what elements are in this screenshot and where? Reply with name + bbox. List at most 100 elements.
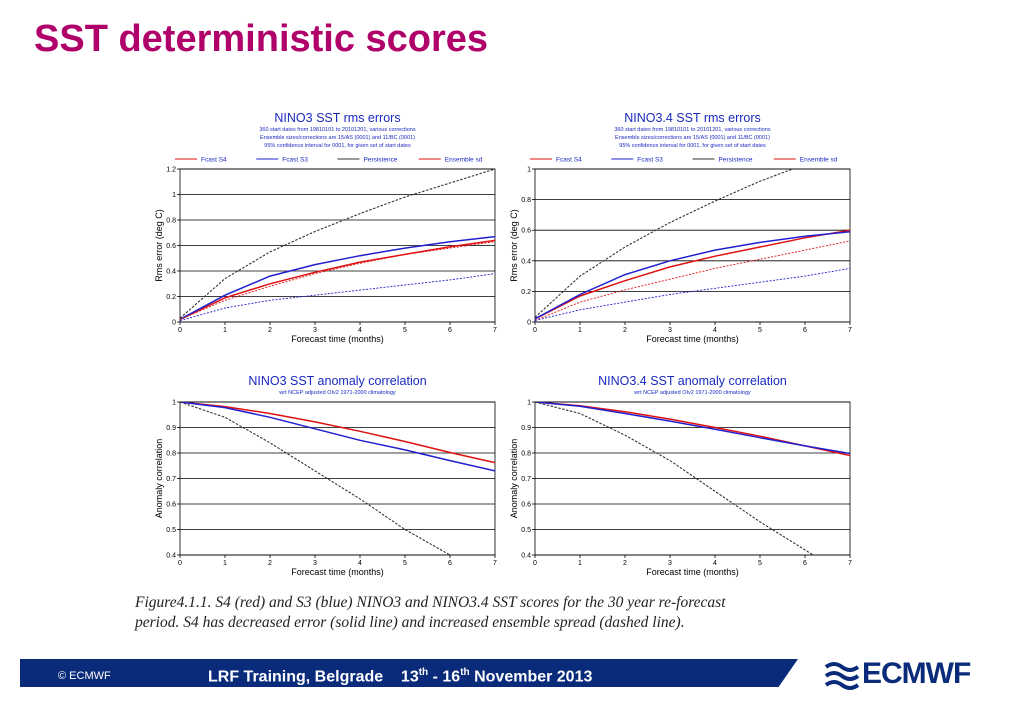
x-axis-label: Forecast time (months) (646, 334, 739, 344)
y-axis-label: Anomaly correlation (154, 439, 164, 519)
chart-subtitle: wrt NCEP adjusted OIv2 1971-2000 climato… (633, 390, 751, 396)
ecmwf-logo-text: ECMWF (862, 657, 971, 690)
footer-day1: 13 (400, 668, 419, 686)
series-line (535, 402, 850, 457)
legend-entry: Fcast S4 (556, 157, 582, 164)
ecmwf-logo-icon (824, 662, 860, 690)
y-tick-label: 0.2 (166, 294, 176, 301)
chart-nino34-rms: NINO3.4 SST rms errors 360 start dates fr… (505, 107, 860, 352)
chart-subtitle: 95% confidence interval for 0001, for gi… (264, 143, 411, 149)
legend-entry: Fcast S4 (201, 157, 227, 164)
footer-event-name: LRF Training, Belgrade (208, 668, 384, 686)
x-tick-label: 3 (668, 560, 672, 567)
x-tick-label: 1 (223, 327, 227, 334)
series-line (180, 169, 495, 319)
y-axis-label: Rms error (deg C) (509, 209, 519, 282)
x-tick-label: 4 (713, 327, 717, 334)
x-tick-label: 7 (493, 327, 497, 334)
y-tick-label: 0.8 (166, 218, 176, 225)
plot-frame (534, 168, 851, 323)
series-line (180, 402, 495, 464)
chart-subtitle: Ensemble sizes/corrections are 15/AS (00… (260, 135, 415, 141)
caption-line-2: period. S4 has decreased error (solid li… (135, 614, 685, 631)
x-tick-label: 5 (758, 327, 762, 334)
series-line (535, 402, 850, 455)
y-tick-label: 0.6 (521, 228, 531, 235)
x-tick-label: 3 (668, 327, 672, 334)
legend-entry: Persistence (364, 157, 398, 164)
x-axis-label: Forecast time (months) (291, 334, 384, 344)
x-tick-label: 5 (403, 327, 407, 334)
y-tick-label: 0.4 (166, 553, 176, 560)
footer-band: © ECMWF LRF Training, Belgrade 13th - 16… (20, 659, 798, 687)
chart-subtitle: 95% confidence interval for 0001, for gi… (619, 143, 766, 149)
y-tick-label: 0.8 (521, 197, 531, 204)
footer-sep: - (428, 668, 443, 686)
legend-entry: Fcast S3 (282, 157, 308, 164)
y-tick-label: 0.7 (166, 476, 176, 483)
chart-subtitle: wrt NCEP adjusted OIv2 1971-2000 climato… (278, 390, 396, 396)
x-tick-label: 3 (313, 327, 317, 334)
chart-subtitle: 360 start dates from 19810101 to 2010120… (614, 127, 770, 133)
x-tick-label: 6 (448, 327, 452, 334)
x-tick-label: 2 (623, 327, 627, 334)
plot-frame (179, 168, 496, 323)
x-tick-label: 4 (358, 327, 362, 334)
x-tick-label: 0 (533, 327, 537, 334)
x-tick-label: 0 (178, 560, 182, 567)
plot-frame (534, 401, 851, 556)
y-tick-label: 1.2 (166, 167, 176, 174)
x-tick-label: 3 (313, 560, 317, 567)
y-tick-label: 0 (527, 320, 531, 327)
y-tick-label: 0.5 (166, 527, 176, 534)
series-line (180, 273, 495, 322)
footer-event: LRF Training, Belgrade 13th - 16th Novem… (208, 667, 592, 686)
x-axis-label: Forecast time (months) (646, 567, 739, 577)
series-line (535, 267, 850, 321)
legend-entry: Ensemble sd (800, 157, 838, 164)
x-tick-label: 1 (223, 560, 227, 567)
series-line (180, 241, 495, 320)
chart-svg: NINO3 SST anomaly correlation wrt NCEP ad… (154, 374, 497, 577)
x-tick-label: 2 (268, 560, 272, 567)
legend-entry: Ensemble sd (445, 157, 483, 164)
page-title: SST deterministic scores (34, 18, 489, 60)
figure-caption: Figure4.1.1. S4 (red) and S3 (blue) NINO… (135, 593, 895, 633)
x-tick-label: 7 (848, 327, 852, 334)
caption-line-1: Figure4.1.1. S4 (red) and S3 (blue) NINO… (135, 594, 726, 611)
y-tick-label: 1 (527, 400, 531, 407)
x-axis-label: Forecast time (months) (291, 567, 384, 577)
y-tick-label: 0.4 (521, 553, 531, 560)
y-tick-label: 0.8 (521, 451, 531, 458)
x-tick-label: 5 (403, 560, 407, 567)
x-tick-label: 0 (533, 560, 537, 567)
chart-subtitle: 360 start dates from 19810101 to 2010120… (259, 127, 415, 133)
series-line (180, 402, 495, 472)
y-tick-label: 0 (172, 320, 176, 327)
chart-subtitle: Ensemble sizes/corrections are 15/AS (00… (615, 135, 770, 141)
legend-entry: Fcast S3 (637, 157, 663, 164)
series-line (535, 230, 850, 320)
x-tick-label: 6 (448, 560, 452, 567)
chart-title: NINO3.4 SST anomaly correlation (598, 374, 787, 388)
footer-month: November 2013 (469, 668, 593, 686)
chart-nino3-acc: NINO3 SST anomaly correlation wrt NCEP ad… (150, 370, 505, 585)
x-tick-label: 1 (578, 327, 582, 334)
y-tick-label: 1 (527, 167, 531, 174)
legend-entry: Persistence (719, 157, 753, 164)
y-axis-label: Rms error (deg C) (154, 209, 164, 282)
y-tick-label: 0.4 (166, 269, 176, 276)
series-line (180, 239, 495, 321)
series-line (535, 169, 795, 318)
y-axis-label: Anomaly correlation (509, 439, 519, 519)
footer-day2: 16 (442, 668, 461, 686)
x-tick-label: 6 (803, 560, 807, 567)
chart-nino34-acc: NINO3.4 SST anomaly correlation wrt NCEP … (505, 370, 860, 585)
y-tick-label: 0.7 (521, 476, 531, 483)
y-tick-label: 0.9 (521, 425, 531, 432)
chart-svg: NINO3.4 SST rms errors 360 start dates fr… (509, 111, 852, 344)
y-tick-label: 1 (172, 192, 176, 199)
y-tick-label: 0.8 (166, 451, 176, 458)
chart-svg: NINO3 SST rms errors 360 start dates from… (154, 111, 497, 344)
series-line (180, 402, 452, 555)
